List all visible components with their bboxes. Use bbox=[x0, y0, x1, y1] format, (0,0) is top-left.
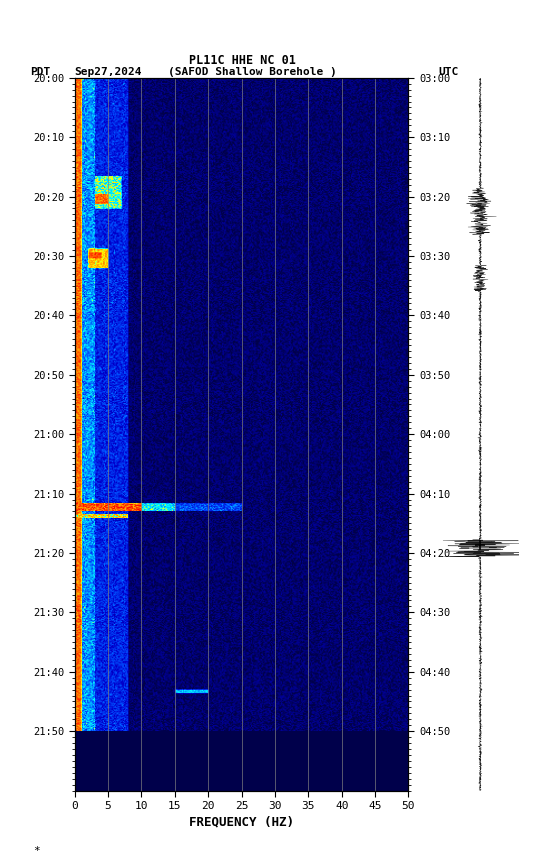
X-axis label: FREQUENCY (HZ): FREQUENCY (HZ) bbox=[189, 815, 294, 828]
Text: *: * bbox=[33, 846, 40, 855]
Text: PDT: PDT bbox=[30, 67, 51, 77]
Text: PL11C HHE NC 01: PL11C HHE NC 01 bbox=[189, 54, 296, 67]
Text: UTC: UTC bbox=[439, 67, 459, 77]
Text: (SAFOD Shallow Borehole ): (SAFOD Shallow Borehole ) bbox=[168, 67, 337, 77]
Text: Sep27,2024: Sep27,2024 bbox=[75, 67, 142, 77]
